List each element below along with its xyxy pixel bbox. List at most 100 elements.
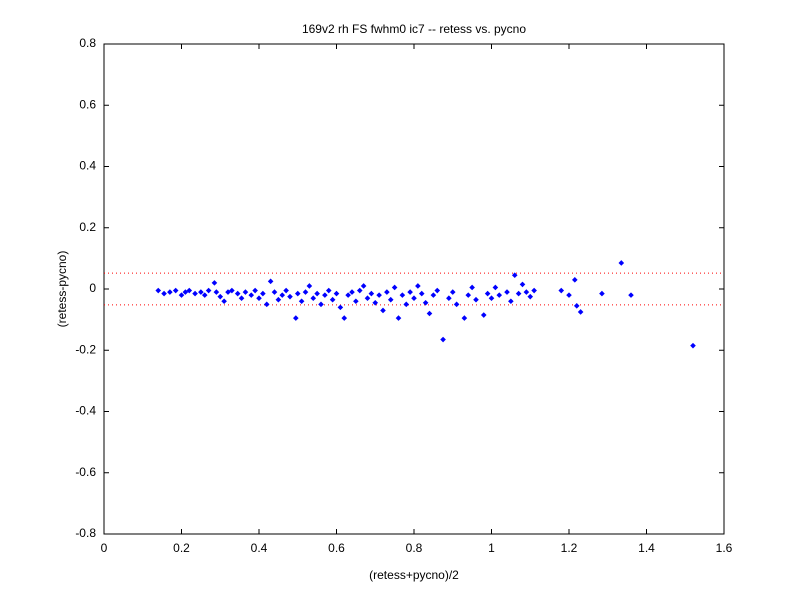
y-tick-label: 0.4 [79,159,96,173]
point [469,284,475,291]
point [418,290,425,297]
point [384,289,390,295]
point [572,277,578,283]
point [434,287,441,294]
point [573,303,580,309]
point [298,298,305,305]
point [690,342,696,349]
point [229,287,235,294]
point [161,290,167,297]
point [178,292,185,298]
point [368,290,375,297]
point [488,295,495,301]
point [415,283,421,289]
point [329,296,336,303]
point [267,278,274,285]
point [527,293,534,300]
point [322,292,328,298]
point [263,301,270,308]
point [577,309,584,315]
point [411,295,417,301]
point [531,287,537,294]
point [422,299,429,306]
x-axis-label: (retess+pycno)/2 [369,568,459,582]
y-tick-label: 0.8 [79,36,96,50]
point [256,295,262,301]
point [337,304,344,311]
x-tick-label: 0.2 [173,541,190,555]
y-tick-label: -0.8 [75,526,96,540]
point [461,315,468,321]
point [558,287,565,294]
x-tick-label: 1 [488,541,495,555]
point [496,292,503,298]
plot-frame [103,43,725,535]
point [380,307,386,314]
point [248,292,255,298]
point [364,295,371,301]
y-axis-label: (retess-pycno) [55,251,69,328]
point [376,292,382,298]
point [198,289,204,295]
point [318,301,324,308]
point [391,284,398,291]
point [523,289,530,295]
point [279,292,286,298]
point [172,287,179,294]
point [201,292,208,298]
point [353,298,359,305]
point [221,298,227,305]
x-tick-label: 1.4 [638,541,655,555]
point [205,287,212,294]
point [234,290,241,297]
point [480,312,487,318]
point [407,289,413,295]
point [325,287,332,294]
point [211,280,218,286]
y-tick-label: 0.6 [79,97,96,111]
point [519,281,526,288]
point [287,293,293,300]
y-tick-label: 0 [89,281,96,295]
point [403,301,410,308]
point [446,295,452,301]
x-tick-label: 0 [101,541,108,555]
point [310,295,317,301]
y-tick-label: -0.4 [75,404,96,418]
y-tick-label: -0.2 [75,342,96,356]
point [333,290,340,297]
point [395,315,402,321]
point [453,301,460,308]
point [306,283,313,289]
point [566,292,572,298]
point [504,289,510,295]
point [599,290,605,297]
point [440,336,446,343]
point [349,289,355,295]
point [271,289,278,295]
point [515,290,522,297]
point [387,296,394,303]
point [508,298,514,305]
x-tick-label: 1.2 [561,541,578,555]
x-tick-label: 0.8 [406,541,423,555]
point [473,296,479,303]
point [314,290,320,297]
x-tick-label: 1.6 [716,541,733,555]
point [186,287,193,294]
point [399,292,406,298]
point [213,289,220,295]
point [372,299,379,306]
point [283,287,289,294]
point [260,290,266,297]
point [217,293,224,300]
point [426,310,433,317]
point [618,260,625,266]
point [252,287,258,294]
point [360,283,367,289]
point [167,289,173,295]
point [192,290,198,297]
x-tick-label: 0.4 [251,541,268,555]
